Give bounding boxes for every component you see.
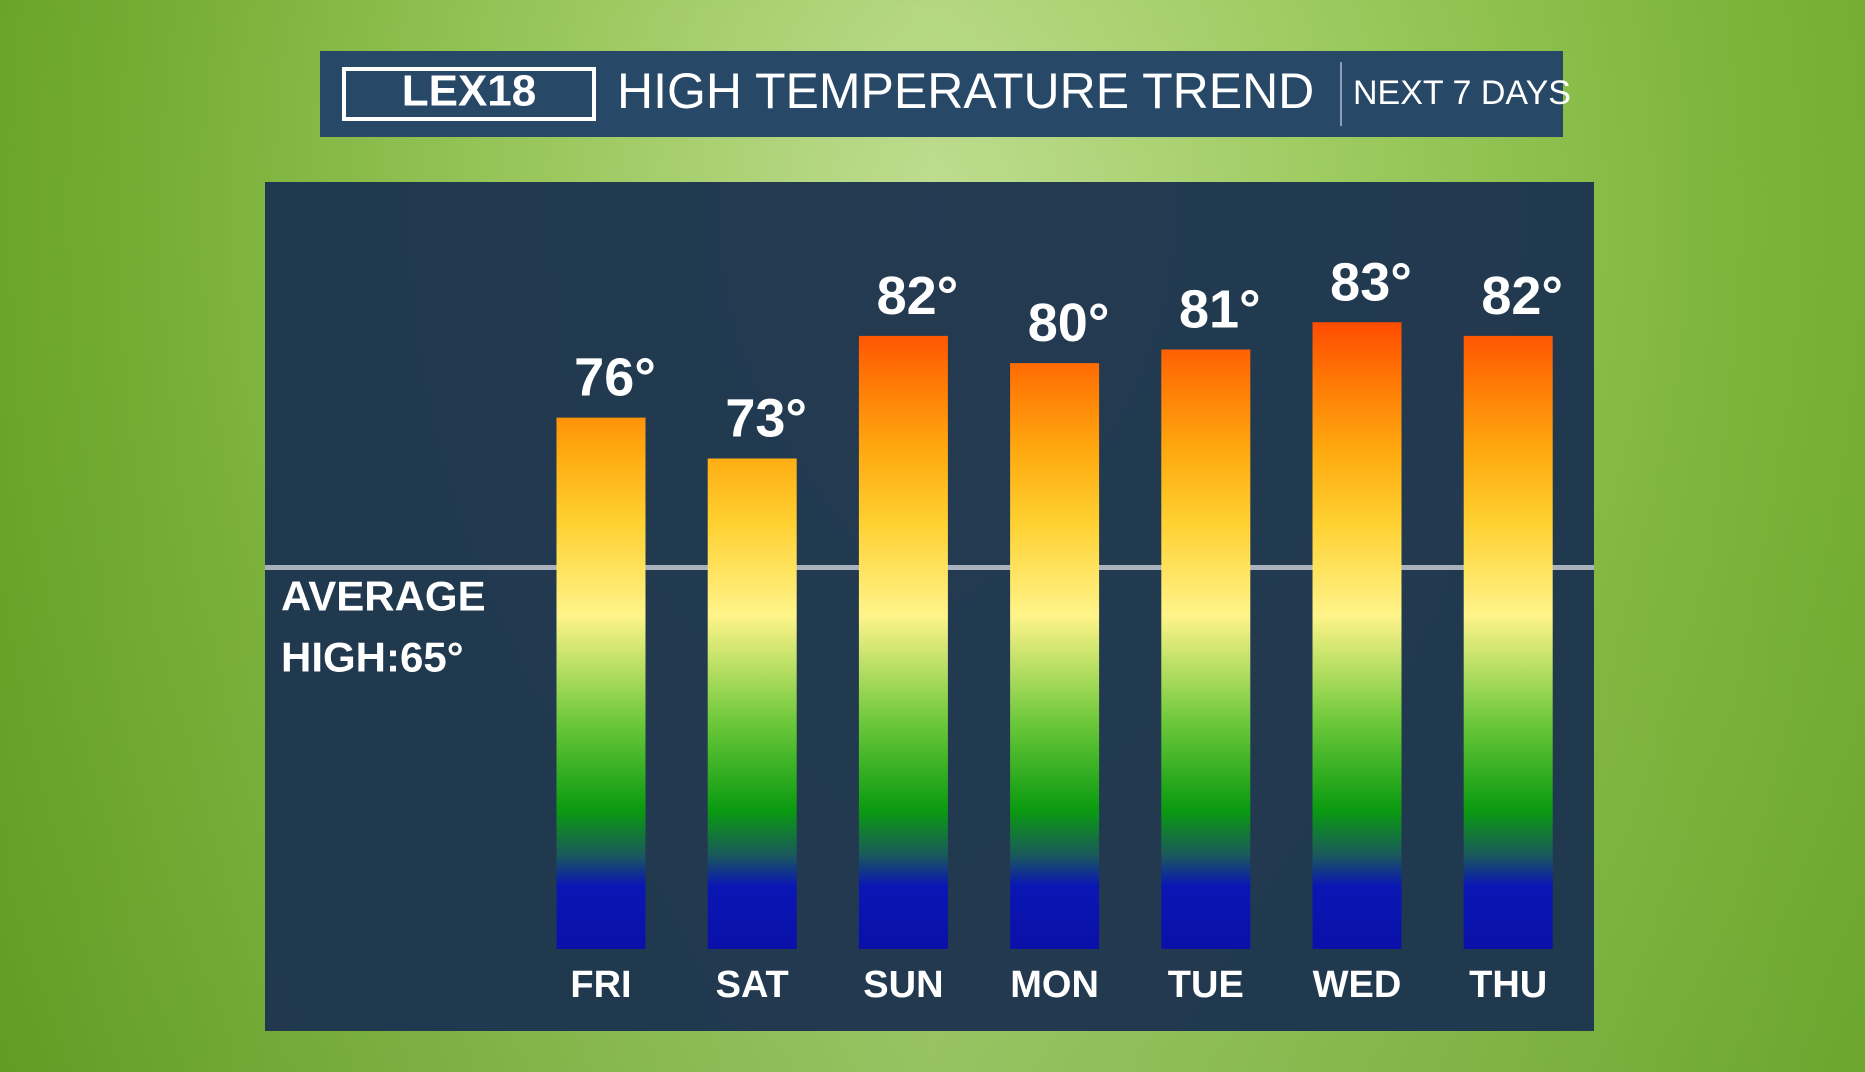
x-tick-label: THU	[1469, 964, 1547, 1006]
value-label: 82°	[877, 266, 959, 326]
bar	[1463, 335, 1553, 949]
x-tick-label: SAT	[716, 964, 789, 1006]
x-tick-label: TUE	[1168, 964, 1244, 1006]
x-tick-label: WED	[1313, 964, 1402, 1006]
value-label: 73°	[725, 389, 807, 449]
x-tick-label: FRI	[570, 964, 631, 1006]
value-label: 82°	[1481, 266, 1563, 326]
value-label: 81°	[1179, 280, 1261, 340]
x-tick-label: SUN	[863, 964, 943, 1006]
bar	[1161, 349, 1251, 949]
bar	[1312, 322, 1402, 949]
x-tick-label: MON	[1010, 964, 1099, 1006]
value-label: 80°	[1028, 293, 1110, 353]
chart-title: HIGH TEMPERATURE TREND	[617, 63, 1314, 119]
chart-subtitle: NEXT 7 DAYS	[1353, 74, 1571, 112]
average-label: AVERAGE	[281, 573, 486, 620]
bar	[1010, 363, 1100, 949]
logo: LEX18	[402, 67, 537, 116]
average-label: HIGH:65°	[281, 634, 464, 681]
header-bar	[320, 51, 1563, 137]
bar	[707, 458, 797, 949]
value-label: 83°	[1330, 252, 1412, 312]
value-label: 76°	[574, 348, 656, 408]
logo-box	[342, 67, 596, 121]
bar	[556, 417, 646, 949]
bar	[858, 335, 948, 949]
